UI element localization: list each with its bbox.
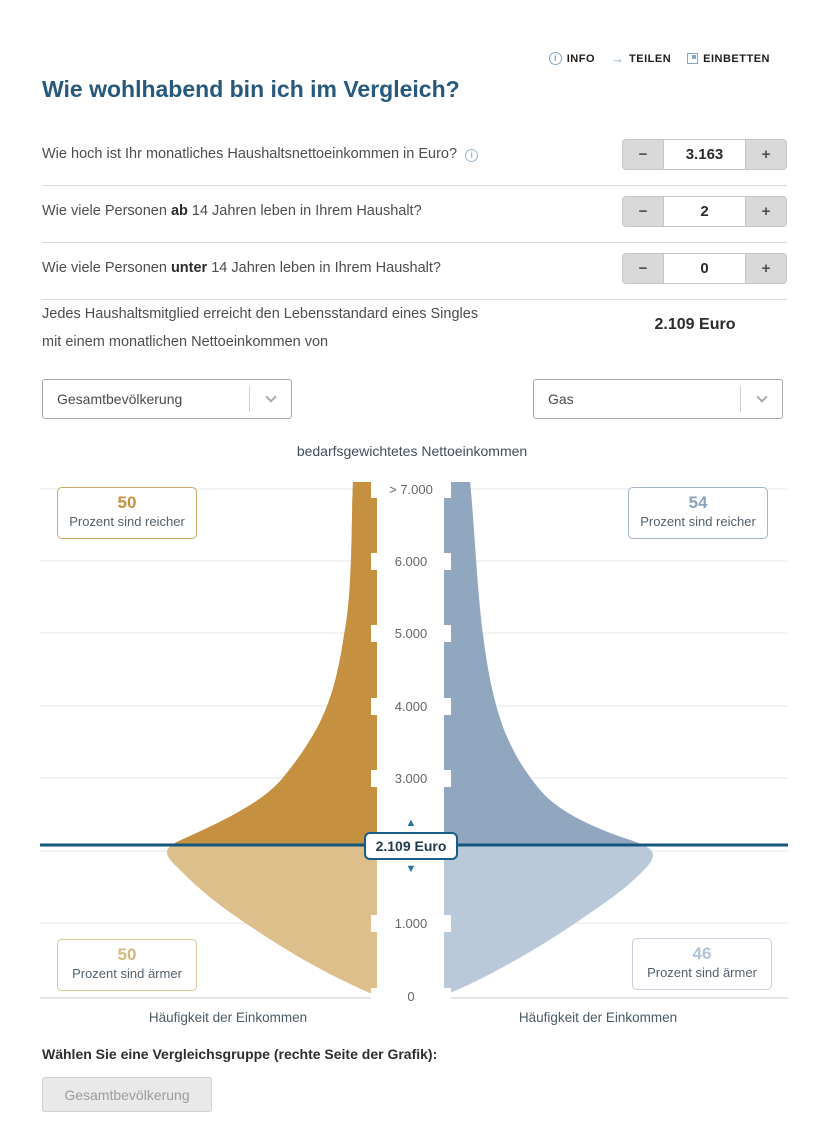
question-children-label-after: 14 Jahren leben in Ihrem Haushalt?	[207, 260, 441, 276]
question-children-label-bold: unter	[170, 260, 208, 276]
right-group-dropdown-value: Gas	[548, 391, 574, 407]
richer-label-left: Prozent sind reicher	[69, 514, 185, 529]
poorer-percent-right: 46	[692, 944, 712, 963]
x-axis-label-left: Häufigkeit der Einkommen	[148, 1010, 308, 1025]
income-info-icon[interactable]: i	[465, 149, 479, 162]
richer-label-right: Prozent sind reicher	[640, 514, 756, 529]
divider	[42, 242, 787, 243]
question-adults-label-before: Wie viele Personen	[42, 203, 171, 219]
result-text-line2: mit einem monatlichen Nettoeinkommen von	[42, 334, 329, 350]
y-tick-6000: 6.000	[371, 553, 451, 570]
right-violin-above-marker	[444, 482, 644, 845]
marker-down-arrow-icon[interactable]: ▼	[405, 863, 417, 875]
poorer-badge-left: 50 Prozent sind ärmer	[57, 939, 197, 991]
income-stepper: − 3.163 +	[622, 138, 787, 170]
y-tick-7000: > 7.000	[371, 481, 451, 498]
share-link-label: TEILEN	[629, 52, 672, 65]
children-increment-button[interactable]: +	[746, 253, 786, 283]
question-row-income: Wie hoch ist Ihr monatliches Haushaltsne…	[42, 130, 787, 178]
y-tick-3000: 3.000	[371, 770, 451, 787]
comparison-group-prompt: Wählen Sie eine Vergleichsgruppe (rechte…	[42, 1046, 438, 1062]
x-axis-label-right: Häufigkeit der Einkommen	[518, 1010, 678, 1025]
info-link[interactable]: i INFO	[548, 52, 596, 65]
divider	[42, 299, 787, 300]
question-adults-label-bold: ab	[170, 203, 188, 219]
divider	[42, 185, 787, 186]
richer-percent-left: 50	[117, 493, 137, 512]
chevron-box	[740, 386, 782, 412]
poorer-badge-right: 46 Prozent sind ärmer	[632, 938, 772, 990]
income-marker-label: 2.109 Euro	[364, 832, 458, 860]
share-link[interactable]: → TEILEN	[611, 52, 671, 65]
chevron-down-icon	[264, 391, 277, 403]
chevron-box	[249, 386, 291, 412]
comparison-group-button[interactable]: Gesamtbevölkerung	[42, 1077, 212, 1112]
question-row-children: Wie viele Personen unter 14 Jahren leben…	[42, 244, 787, 292]
richer-badge-right: 54 Prozent sind reicher	[628, 487, 768, 539]
embed-icon	[687, 53, 699, 64]
poorer-label-right: Prozent sind ärmer	[647, 965, 757, 980]
children-value[interactable]: 0	[663, 253, 746, 283]
adults-value[interactable]: 2	[663, 196, 746, 226]
question-adults-text: Wie viele Personen ab 14 Jahren leben in…	[42, 203, 422, 219]
equivalent-income-value: 2.109 Euro	[654, 316, 736, 333]
poorer-percent-left: 50	[117, 945, 137, 964]
chevron-down-icon	[755, 391, 768, 403]
question-children-label-before: Wie viele Personen	[42, 260, 171, 276]
income-decrement-button[interactable]: −	[623, 139, 663, 169]
richer-percent-right: 54	[688, 493, 708, 512]
income-value[interactable]: 3.163	[663, 139, 746, 169]
poorer-label-left: Prozent sind ärmer	[72, 966, 182, 981]
y-tick-5000: 5.000	[371, 625, 451, 642]
header-links: i INFO → TEILEN EINBETTEN	[548, 52, 770, 65]
adults-stepper: − 2 +	[622, 195, 787, 227]
left-group-dropdown[interactable]: Gesamtbevölkerung	[42, 379, 292, 419]
page-title: Wie wohlhabend bin ich im Vergleich?	[42, 76, 460, 102]
question-income-text: Wie hoch ist Ihr monatliches Haushaltsne…	[42, 146, 479, 162]
result-text-line1: Jedes Haushaltsmitglied erreicht den Leb…	[42, 306, 479, 322]
question-row-adults: Wie viele Personen ab 14 Jahren leben in…	[42, 187, 787, 235]
chart-title: bedarfsgewichtetes Nettoeinkommen	[296, 443, 528, 459]
y-tick-4000: 4.000	[371, 698, 451, 715]
question-children-text: Wie viele Personen unter 14 Jahren leben…	[42, 260, 441, 276]
left-violin-above-marker	[171, 482, 377, 845]
embed-link-label: EINBETTEN	[703, 52, 770, 65]
info-link-label: INFO	[566, 52, 596, 65]
children-decrement-button[interactable]: −	[623, 253, 663, 283]
adults-decrement-button[interactable]: −	[623, 196, 663, 226]
embed-link[interactable]: EINBETTEN	[687, 53, 770, 65]
violin-chart: > 7.000 6.000 5.000 4.000 3.000 1.000 0 …	[0, 480, 840, 1025]
question-adults-label-after: 14 Jahren leben in Ihrem Haushalt?	[187, 203, 422, 219]
left-violin-below-marker	[167, 482, 377, 996]
marker-up-arrow-icon[interactable]: ▲	[405, 817, 417, 829]
income-increment-button[interactable]: +	[746, 139, 786, 169]
y-tick-1000: 1.000	[371, 915, 451, 932]
adults-increment-button[interactable]: +	[746, 196, 786, 226]
info-icon: i	[548, 52, 562, 65]
y-tick-0: 0	[371, 988, 451, 1005]
richer-badge-left: 50 Prozent sind reicher	[57, 487, 197, 539]
right-group-dropdown[interactable]: Gas	[533, 379, 783, 419]
share-arrow-icon: →	[611, 51, 625, 66]
left-group-dropdown-value: Gesamtbevölkerung	[57, 391, 183, 407]
question-income-label: Wie hoch ist Ihr monatliches Haushaltsne…	[42, 146, 458, 162]
right-violin-below-marker	[444, 482, 653, 996]
children-stepper: − 0 +	[622, 252, 787, 284]
